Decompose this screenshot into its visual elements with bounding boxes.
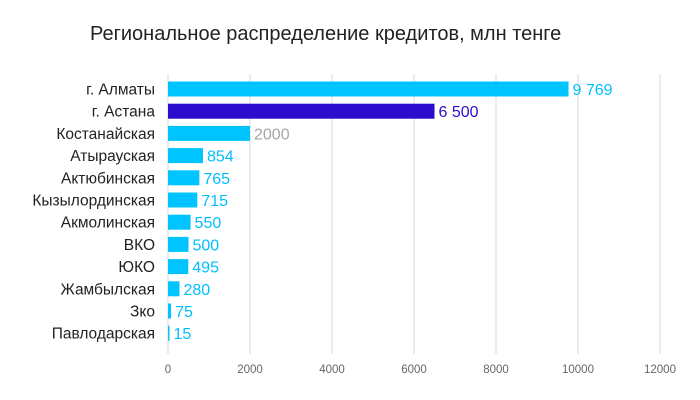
category-label: Жамбылская bbox=[60, 281, 155, 298]
category-label: Павлодарская bbox=[52, 326, 155, 343]
data-label: 715 bbox=[201, 193, 228, 210]
category-label: Зко bbox=[130, 304, 155, 321]
data-label: 9 769 bbox=[573, 82, 613, 99]
bar bbox=[168, 281, 180, 297]
data-label: 15 bbox=[174, 326, 192, 343]
data-label: 500 bbox=[193, 237, 220, 254]
bar bbox=[168, 81, 569, 97]
label-layer: г. Алматы 9 769 г. Астана 6 500 Костанайская… bbox=[32, 82, 612, 344]
data-label: 75 bbox=[175, 304, 193, 321]
bar bbox=[168, 125, 250, 141]
data-label: 854 bbox=[207, 149, 234, 166]
bar bbox=[168, 236, 189, 252]
category-label: Костанайская bbox=[56, 126, 155, 143]
category-label: ЮКО bbox=[118, 259, 155, 276]
bar bbox=[168, 303, 172, 319]
data-label: 765 bbox=[203, 171, 230, 188]
category-label: Актюбинская bbox=[61, 170, 155, 187]
grid-layer bbox=[167, 74, 661, 354]
data-label: 550 bbox=[195, 215, 222, 232]
x-tick-label: 12000 bbox=[644, 364, 676, 376]
x-tick-label: 6000 bbox=[401, 364, 427, 376]
chart-title: Региональное распределение кредитов, млн… bbox=[90, 23, 561, 45]
x-tick-label: 8000 bbox=[483, 364, 509, 376]
bar bbox=[168, 192, 198, 208]
category-label: г. Алматы bbox=[86, 82, 155, 99]
x-tick-label: 4000 bbox=[319, 364, 345, 376]
x-tick-label: 2000 bbox=[237, 364, 263, 376]
x-axis-ticks: 0 2000 4000 6000 8000 10000 12000 bbox=[165, 364, 676, 376]
bar bbox=[168, 214, 191, 230]
data-label: 280 bbox=[183, 282, 210, 299]
bar bbox=[168, 148, 204, 164]
bar bbox=[168, 259, 189, 275]
data-label: 2000 bbox=[254, 126, 290, 143]
bar bbox=[168, 170, 200, 186]
data-label: 495 bbox=[192, 260, 219, 277]
category-label: Акмолинская bbox=[61, 215, 155, 232]
bar bbox=[168, 103, 435, 119]
category-label: ВКО bbox=[124, 237, 155, 254]
bar bbox=[168, 325, 170, 341]
bar-layer bbox=[168, 81, 569, 341]
category-label: г. Астана bbox=[92, 104, 156, 121]
x-tick-label: 0 bbox=[165, 364, 171, 376]
category-label: Атырауская bbox=[70, 148, 155, 165]
data-label: 6 500 bbox=[439, 104, 479, 121]
x-tick-label: 10000 bbox=[562, 364, 594, 376]
category-label: Кызылординская bbox=[32, 193, 155, 210]
